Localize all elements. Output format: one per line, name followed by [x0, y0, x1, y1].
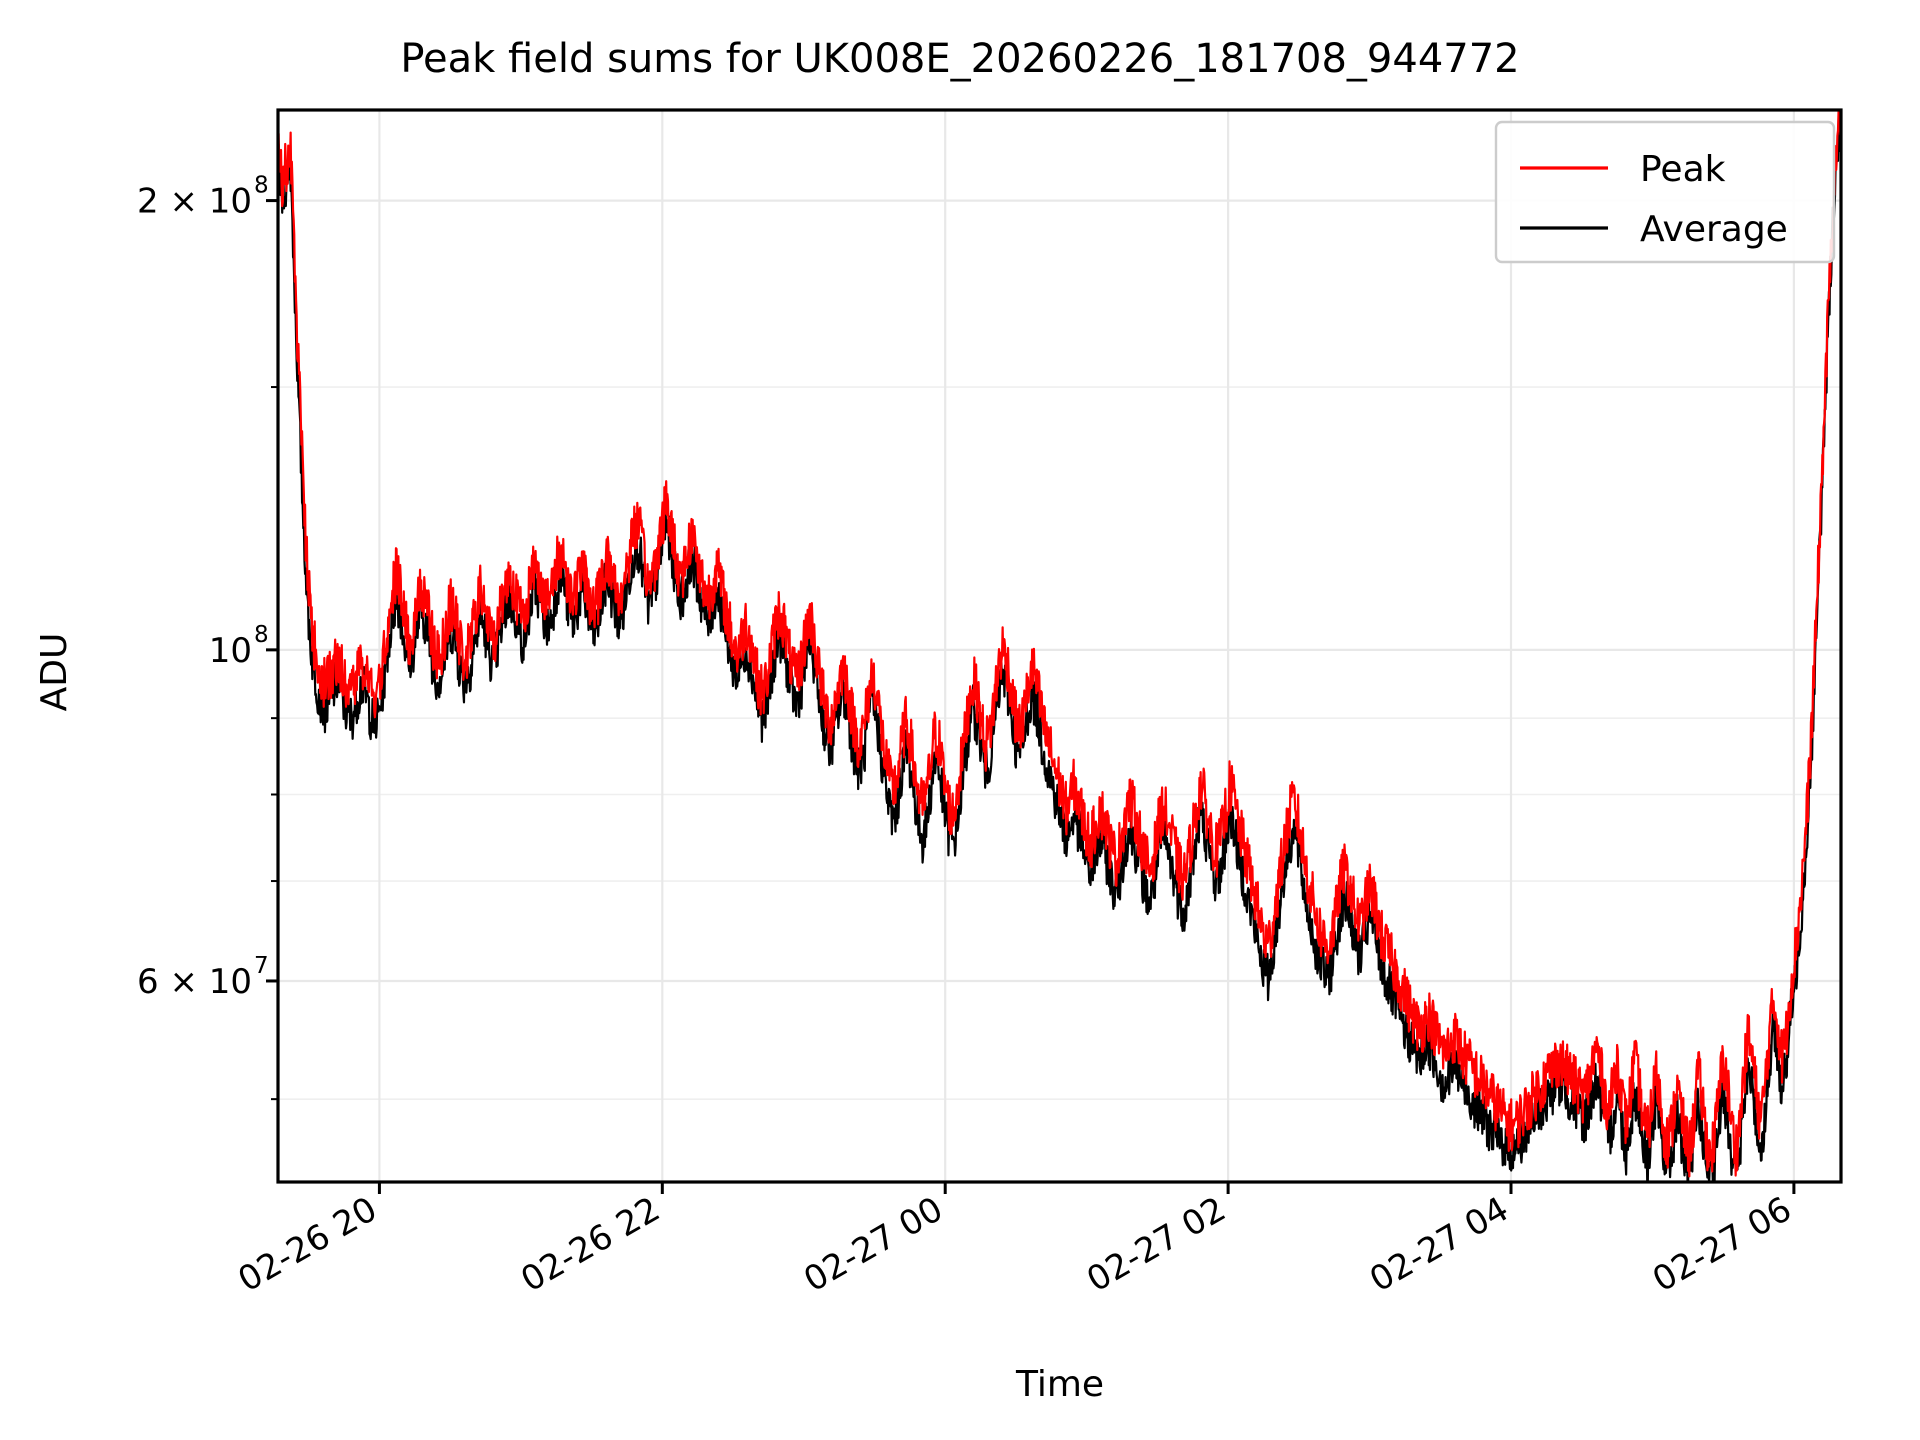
y-tick-label: 2 × 10 8 — [137, 173, 269, 222]
data-lines-group — [278, 109, 1841, 1183]
axis-tick-marks — [266, 199, 1796, 1194]
legend-label-peak: Peak — [1640, 149, 1726, 190]
y-axis-label: ADU — [34, 633, 75, 712]
svg-text:6 × 10: 6 × 10 — [137, 962, 252, 1002]
legend[interactable]: Peak Average — [1494, 120, 1836, 264]
legend-label-average: Average — [1640, 209, 1788, 250]
page-title: Peak field sums for UK008E_20260226_1817… — [400, 36, 1519, 82]
svg-text:10: 10 — [209, 631, 252, 671]
axes-spines — [276, 108, 1843, 1184]
svg-text:8: 8 — [254, 173, 269, 199]
x-axis-label: Time — [1015, 1364, 1104, 1405]
grid-lines — [278, 110, 1841, 1182]
svg-text:2 × 10: 2 × 10 — [137, 182, 252, 222]
y-tick-label: 10 8 — [209, 622, 269, 671]
svg-text:7: 7 — [254, 953, 269, 979]
y-tick-labels: 6 × 10 710 82 × 10 8 — [137, 173, 269, 1002]
series-line-peak — [278, 109, 1841, 1178]
y-tick-label: 6 × 10 7 — [137, 953, 269, 1002]
svg-text:8: 8 — [254, 622, 269, 648]
